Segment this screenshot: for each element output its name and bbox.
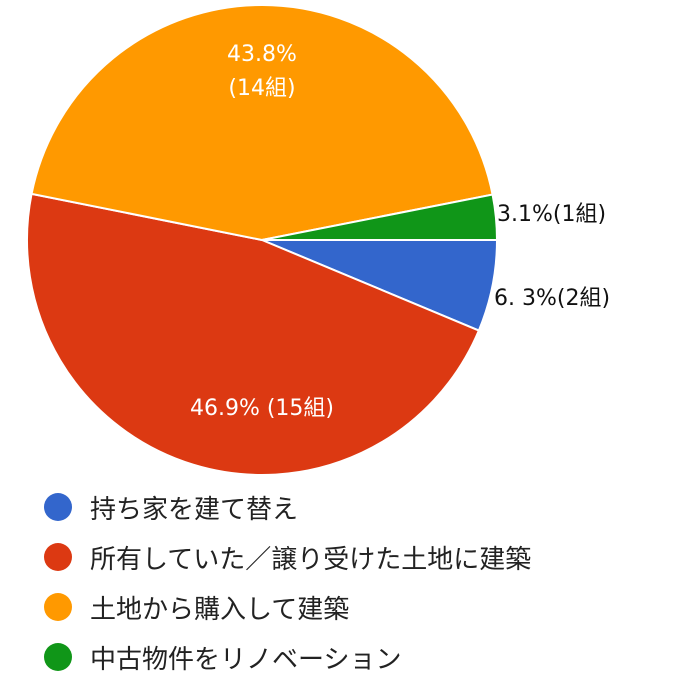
legend-marker: [44, 493, 72, 521]
legend-label: 土地から購入して建築: [90, 594, 350, 625]
legend-label: 持ち家を建て替え: [90, 494, 299, 525]
legend-marker: [44, 643, 72, 671]
legend-marker: [44, 543, 72, 571]
legend-entry: 所有していた／譲り受けた土地に建築: [44, 537, 531, 577]
legend-entry: 土地から購入して建築: [44, 587, 349, 627]
data-label: 6. 3%(2組): [494, 286, 611, 311]
legend-label: 所有していた／譲り受けた土地に建築: [90, 544, 532, 575]
legend-marker: [44, 593, 72, 621]
legend-label: 中古物件をリノベーション: [90, 644, 402, 675]
legend-entry: 中古物件をリノベーション: [44, 637, 401, 677]
data-label: 43.8% (14組): [227, 42, 297, 101]
pie-slice: [30, 4, 494, 242]
data-label: 46.9% (15組): [189, 396, 335, 421]
legend-entry: 持ち家を建て替え: [44, 487, 298, 527]
pie-slice: [261, 193, 499, 241]
data-label: 3.1%(1組): [497, 202, 607, 227]
pie-slice: [26, 192, 481, 476]
